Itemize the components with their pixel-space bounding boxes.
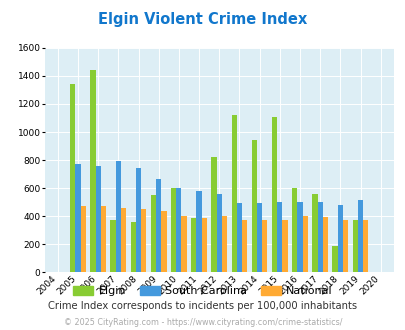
Bar [141,209,146,272]
Bar [100,206,106,272]
Bar [216,194,221,272]
Bar [150,195,156,272]
Bar [291,188,296,272]
Bar [296,202,302,272]
Bar [110,220,115,272]
Bar [357,200,362,272]
Bar [201,218,207,272]
Bar [211,156,216,272]
Bar [282,220,287,272]
Bar [90,70,95,272]
Bar [241,220,247,272]
Bar [231,115,236,272]
Bar [70,84,75,272]
Legend: Elgin, South Carolina, National: Elgin, South Carolina, National [69,281,336,301]
Bar [342,220,347,272]
Bar [130,222,136,272]
Bar [302,216,307,272]
Bar [161,211,166,272]
Bar [95,166,100,272]
Bar [75,164,80,272]
Bar [176,188,181,272]
Bar [317,202,322,272]
Bar [352,220,357,272]
Bar [191,218,196,272]
Bar [221,216,226,272]
Bar [256,203,262,272]
Bar [121,208,126,272]
Bar [322,217,327,272]
Bar [362,220,367,272]
Bar [115,161,121,272]
Bar [277,202,282,272]
Text: © 2025 CityRating.com - https://www.cityrating.com/crime-statistics/: © 2025 CityRating.com - https://www.city… [64,318,341,327]
Bar [332,246,337,272]
Bar [311,194,317,272]
Bar [156,179,161,272]
Bar [251,141,256,272]
Text: Crime Index corresponds to incidents per 100,000 inhabitants: Crime Index corresponds to incidents per… [48,301,357,311]
Bar [136,168,141,272]
Bar [196,191,201,272]
Bar [171,188,176,272]
Bar [80,206,85,272]
Bar [271,117,277,272]
Bar [337,205,342,272]
Bar [181,216,186,272]
Bar [262,220,267,272]
Bar [236,203,241,272]
Text: Elgin Violent Crime Index: Elgin Violent Crime Index [98,12,307,26]
